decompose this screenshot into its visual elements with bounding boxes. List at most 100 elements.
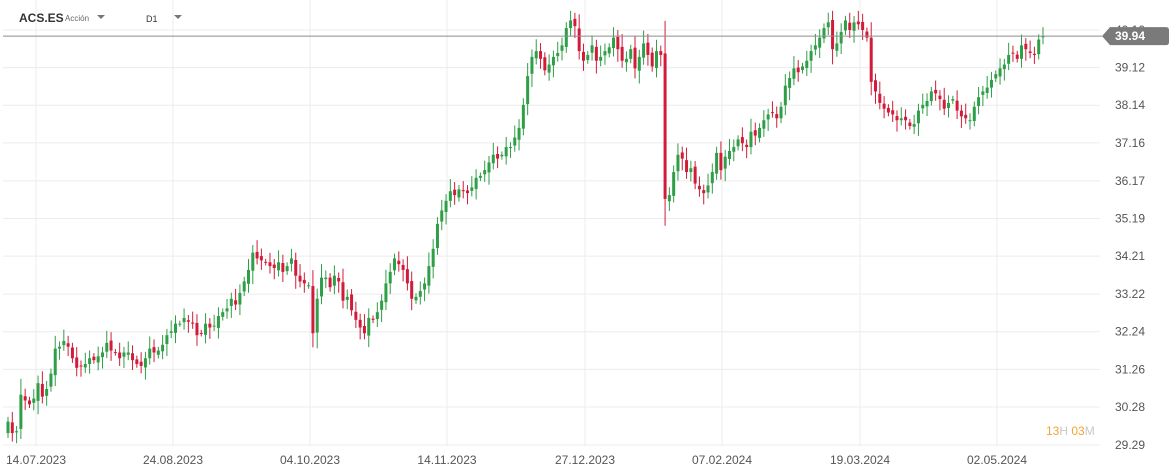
candle-body [10, 422, 14, 434]
y-tick-label: 34.21 [1115, 249, 1145, 263]
candle-body [805, 60, 809, 69]
candle-body [152, 347, 156, 353]
candle-body [560, 45, 564, 51]
candle-body [298, 275, 302, 282]
candle-body [504, 147, 508, 157]
candle-body [616, 36, 620, 50]
candle-body [40, 383, 44, 397]
y-tick-label: 33.22 [1115, 287, 1145, 301]
candle-body [354, 311, 358, 320]
candle-body [801, 66, 805, 70]
y-tick-label: 32.24 [1115, 325, 1145, 339]
candle-body [380, 300, 384, 310]
candle-body [612, 37, 616, 49]
candle-body [328, 277, 332, 288]
candle-body [1028, 51, 1032, 54]
candle-body [470, 187, 474, 191]
candle-body [912, 124, 916, 127]
y-tick-label: 38.14 [1115, 98, 1145, 112]
candle-body [221, 312, 225, 317]
candle-body [921, 104, 925, 109]
candle-body [667, 195, 671, 202]
candle-body [96, 356, 100, 363]
candle-body [225, 308, 229, 312]
candle-body [788, 77, 792, 88]
candle-body [934, 89, 938, 94]
candle-body [831, 20, 835, 50]
candle-body [19, 394, 23, 429]
candle-timer: 13H 03M [1046, 424, 1095, 438]
candle-body [981, 91, 985, 95]
candle-body [521, 104, 525, 129]
candle-body [955, 100, 959, 111]
candle-body [302, 279, 306, 284]
candle-body [371, 318, 375, 320]
candle-body [624, 58, 628, 63]
candle-body [478, 175, 482, 178]
candle-body [410, 281, 414, 299]
candle-body [517, 127, 521, 140]
candle-body [586, 54, 590, 60]
candle-body [165, 335, 169, 345]
candle-body [904, 116, 908, 121]
y-tick-label: 37.16 [1115, 136, 1145, 150]
timeframe-selector[interactable]: D1 [146, 14, 158, 24]
candle-body [350, 294, 354, 311]
candle-body [839, 31, 843, 44]
candle-body [487, 162, 491, 173]
candle-body [689, 168, 693, 173]
candle-body [285, 266, 289, 272]
symbol-dropdown-chevron-down-icon[interactable] [97, 15, 105, 19]
symbol-label[interactable]: ACS.ES [19, 11, 64, 25]
candle-body [191, 322, 195, 324]
candle-body [556, 53, 560, 57]
candle-body [577, 28, 581, 52]
candle-body [882, 103, 886, 109]
candle-body [564, 28, 568, 47]
candle-body [156, 350, 160, 355]
candle-body [603, 51, 607, 56]
candle-body [216, 316, 220, 328]
candle-body [27, 400, 31, 405]
chart-header: ACS.ES Acción D1 [0, 0, 1100, 36]
x-tick-label: 14.07.2023 [6, 453, 66, 467]
candle-body [75, 357, 79, 368]
candle-body [792, 68, 796, 79]
timer-minutes: 03 [1071, 424, 1085, 438]
candle-body [942, 99, 946, 109]
candle-body [405, 269, 409, 284]
candle-body [53, 348, 57, 376]
candle-body [672, 172, 676, 196]
candle-body [1024, 43, 1028, 50]
candle-body [753, 130, 757, 136]
candle-body [925, 101, 929, 107]
candle-body [384, 283, 388, 303]
candle-body [345, 296, 349, 300]
candle-body [835, 43, 839, 51]
y-tick-label: 36.17 [1115, 174, 1145, 188]
timeframe-dropdown-chevron-down-icon[interactable] [174, 15, 182, 19]
candle-body [483, 170, 487, 175]
candle-body [865, 31, 869, 38]
candle-body [951, 99, 955, 101]
candle-body [998, 68, 1002, 77]
candle-body [959, 110, 963, 117]
candle-body [706, 185, 710, 193]
candle-body [208, 323, 212, 328]
candle-body [513, 137, 517, 146]
candle-body [895, 115, 899, 121]
x-tick-label: 24.08.2023 [143, 453, 203, 467]
candle-body [358, 319, 362, 328]
candle-body [139, 361, 143, 366]
candle-body [968, 120, 972, 122]
candle-body [461, 190, 465, 192]
candle-body [242, 281, 246, 292]
instrument-type-label: Acción [65, 14, 90, 23]
candle-body [508, 147, 512, 149]
candle-body [251, 252, 255, 271]
candle-body [148, 348, 152, 359]
candle-body [466, 190, 470, 194]
candle-body [36, 383, 40, 401]
candle-body [135, 359, 139, 364]
